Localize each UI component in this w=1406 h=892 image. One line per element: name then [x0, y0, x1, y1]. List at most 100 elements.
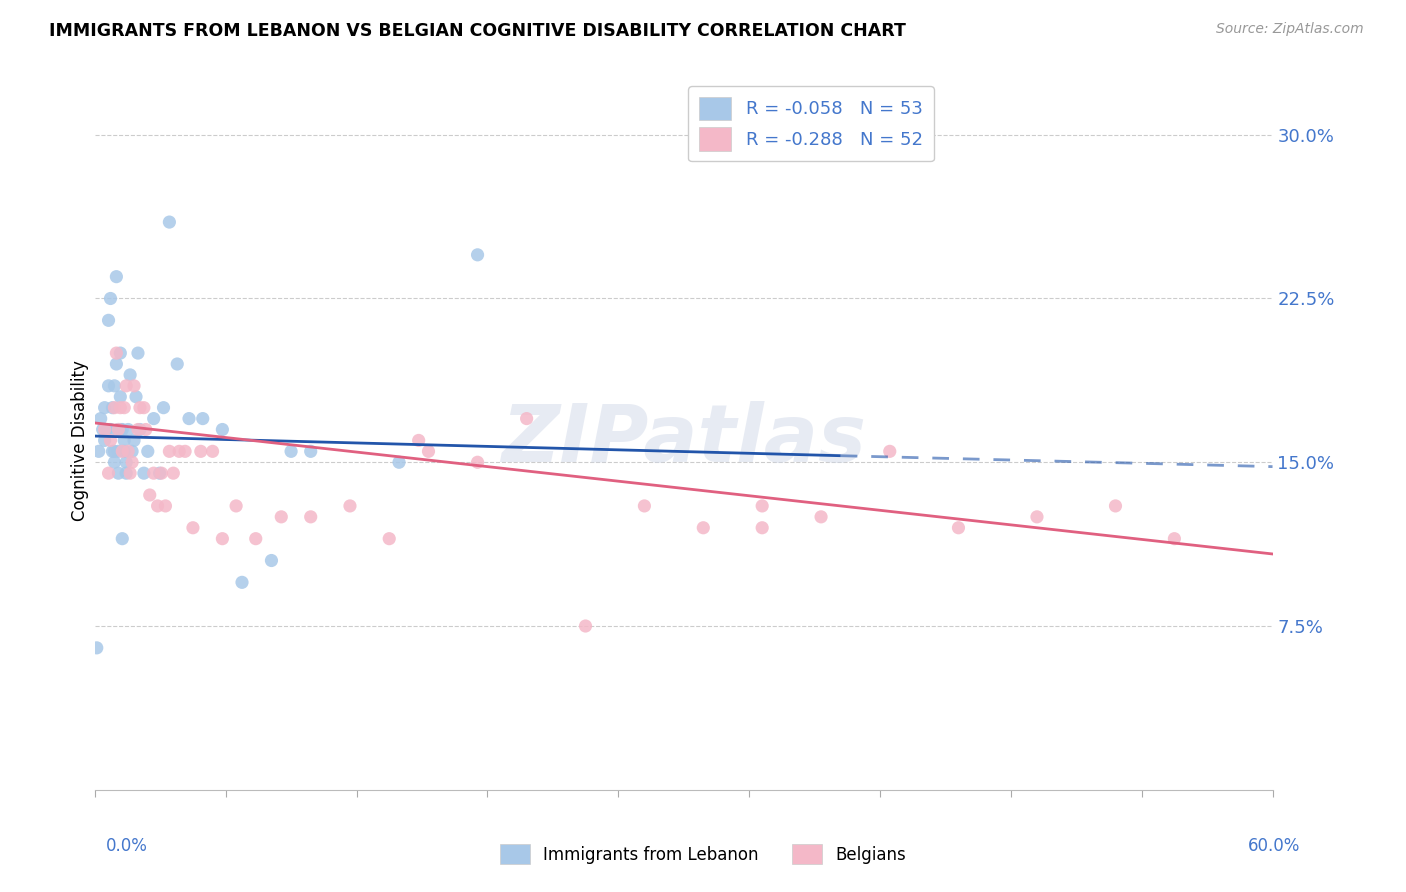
Point: [93, 434, 115, 448]
Point: [101, 401, 124, 415]
Point: [100, 423, 122, 437]
Point: [87, 444, 110, 458]
Point: [388, 455, 411, 469]
Point: [110, 346, 132, 360]
Point: [110, 401, 132, 415]
Point: [1026, 509, 1049, 524]
Point: [100, 434, 122, 448]
Point: [136, 444, 159, 458]
Point: [225, 499, 247, 513]
Point: [167, 444, 190, 458]
Point: [86, 640, 108, 655]
Text: ZIPatlas: ZIPatlas: [501, 401, 866, 479]
Point: [115, 455, 138, 469]
Point: [467, 248, 489, 262]
Text: Source: ZipAtlas.com: Source: ZipAtlas.com: [1216, 22, 1364, 37]
Point: [166, 357, 188, 371]
Point: [157, 215, 180, 229]
Point: [211, 423, 233, 437]
Point: [112, 434, 135, 448]
Point: [231, 575, 253, 590]
Point: [107, 466, 129, 480]
Point: [90, 411, 112, 425]
Point: [112, 444, 135, 458]
Point: [111, 532, 134, 546]
Point: [190, 444, 212, 458]
Point: [97, 379, 120, 393]
Point: [418, 444, 440, 458]
Point: [120, 368, 142, 382]
Point: [121, 444, 143, 458]
Point: [127, 423, 149, 437]
Point: [105, 357, 128, 371]
Point: [117, 444, 139, 458]
Text: 60.0%: 60.0%: [1249, 837, 1301, 855]
Point: [112, 401, 135, 415]
Point: [132, 466, 155, 480]
Point: [120, 466, 142, 480]
Point: [211, 532, 233, 546]
Point: [948, 521, 970, 535]
Point: [121, 455, 143, 469]
Point: [146, 499, 169, 513]
Point: [115, 379, 138, 393]
Point: [129, 401, 152, 415]
Point: [135, 423, 157, 437]
Point: [110, 390, 132, 404]
Point: [467, 455, 489, 469]
Text: 0.0%: 0.0%: [105, 837, 148, 855]
Point: [111, 423, 134, 437]
Point: [1104, 499, 1126, 513]
Point: [162, 466, 184, 480]
Point: [91, 423, 114, 437]
Point: [96, 423, 118, 437]
Point: [879, 444, 901, 458]
Point: [810, 509, 832, 524]
Point: [516, 411, 538, 425]
Point: [122, 434, 145, 448]
Point: [142, 411, 165, 425]
Point: [111, 444, 134, 458]
Point: [103, 444, 125, 458]
Text: IMMIGRANTS FROM LEBANON VS BELGIAN COGNITIVE DISABILITY CORRELATION CHART: IMMIGRANTS FROM LEBANON VS BELGIAN COGNI…: [49, 22, 905, 40]
Point: [152, 401, 174, 415]
Point: [107, 423, 129, 437]
Legend: Immigrants from Lebanon, Belgians: Immigrants from Lebanon, Belgians: [494, 838, 912, 871]
Point: [100, 292, 122, 306]
Point: [270, 509, 292, 524]
Point: [93, 401, 115, 415]
Point: [117, 423, 139, 437]
Point: [115, 466, 138, 480]
Point: [157, 444, 180, 458]
Point: [177, 411, 200, 425]
Point: [105, 269, 128, 284]
Point: [129, 423, 152, 437]
Point: [107, 423, 129, 437]
Point: [127, 346, 149, 360]
Point: [155, 499, 177, 513]
Point: [97, 466, 120, 480]
Point: [110, 423, 132, 437]
Point: [107, 444, 129, 458]
Point: [191, 411, 214, 425]
Point: [101, 444, 124, 458]
Point: [181, 521, 204, 535]
Point: [103, 401, 125, 415]
Point: [103, 379, 125, 393]
Point: [148, 466, 170, 480]
Point: [142, 466, 165, 480]
Point: [139, 488, 162, 502]
Point: [299, 509, 322, 524]
Point: [339, 499, 361, 513]
Point: [574, 619, 596, 633]
Point: [408, 434, 430, 448]
Point: [97, 313, 120, 327]
Point: [93, 423, 115, 437]
Point: [103, 455, 125, 469]
Point: [692, 521, 714, 535]
Point: [150, 466, 173, 480]
Point: [174, 444, 197, 458]
Point: [122, 379, 145, 393]
Point: [105, 346, 128, 360]
Point: [1163, 532, 1185, 546]
